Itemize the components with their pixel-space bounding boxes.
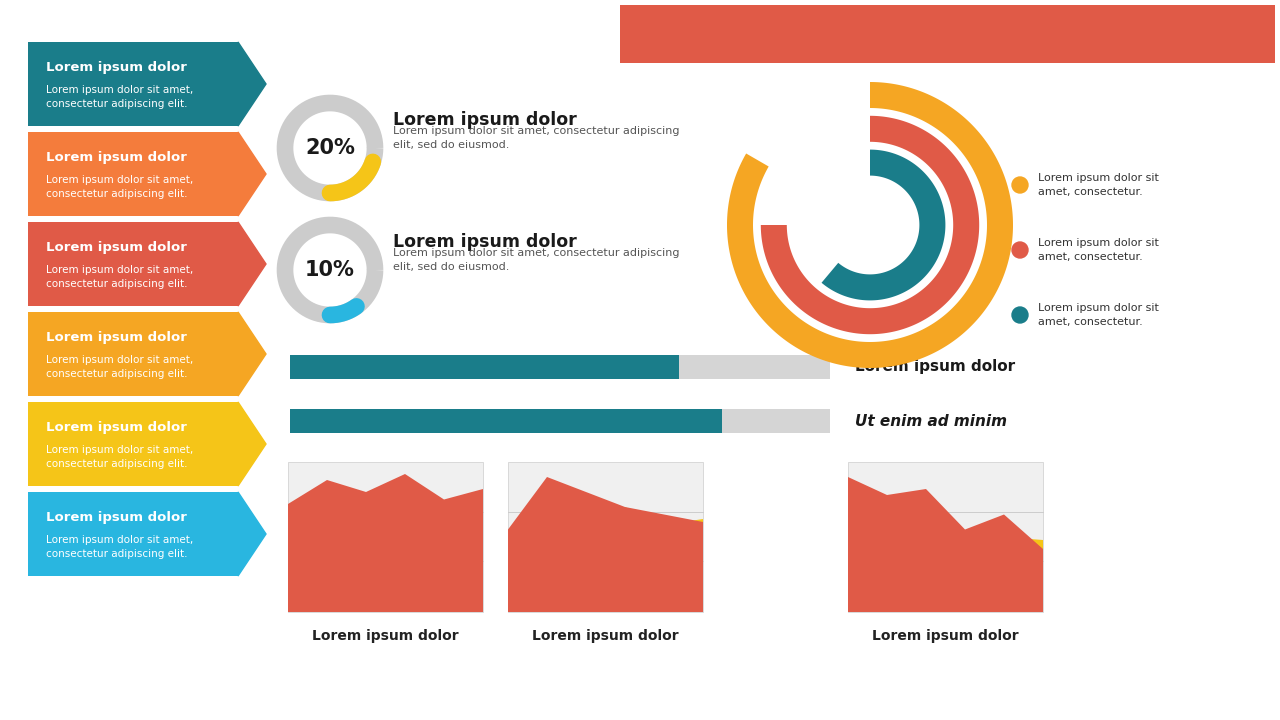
- Polygon shape: [508, 507, 703, 612]
- Bar: [288, 462, 483, 612]
- Text: Lorem ipsum dolor sit
amet, consectetur.: Lorem ipsum dolor sit amet, consectetur.: [1038, 238, 1158, 261]
- Bar: [508, 462, 703, 612]
- Text: Lorem ipsum dolor: Lorem ipsum dolor: [393, 111, 577, 129]
- Text: Lorem ipsum dolor sit amet,
consectetur adipiscing elit.: Lorem ipsum dolor sit amet, consectetur …: [46, 176, 193, 199]
- Polygon shape: [288, 549, 483, 612]
- Polygon shape: [238, 42, 266, 126]
- Polygon shape: [727, 82, 1012, 368]
- Text: Lorem ipsum dolor: Lorem ipsum dolor: [46, 60, 187, 73]
- Polygon shape: [508, 477, 703, 612]
- Text: Lorem ipsum dolor sit amet,
consectetur adipiscing elit.: Lorem ipsum dolor sit amet, consectetur …: [46, 86, 193, 109]
- Text: Lorem ipsum dolor: Lorem ipsum dolor: [872, 629, 1019, 643]
- Circle shape: [1012, 177, 1028, 193]
- Bar: [291, 409, 829, 433]
- Bar: [28, 42, 238, 126]
- Circle shape: [1012, 242, 1028, 258]
- Text: Lorem ipsum dolor: Lorem ipsum dolor: [46, 150, 187, 163]
- Polygon shape: [849, 504, 1043, 612]
- Polygon shape: [849, 477, 1043, 612]
- Bar: [28, 492, 238, 576]
- Bar: [291, 409, 722, 433]
- Polygon shape: [238, 132, 266, 216]
- Text: 10%: 10%: [305, 260, 355, 280]
- FancyBboxPatch shape: [620, 5, 1275, 63]
- Bar: [291, 355, 829, 379]
- Bar: [291, 355, 678, 379]
- Text: Lorem ipsum dolor sit
amet, consectetur.: Lorem ipsum dolor sit amet, consectetur.: [1038, 174, 1158, 197]
- Bar: [28, 312, 238, 396]
- Polygon shape: [760, 116, 979, 334]
- Text: Lorem ipsum dolor: Lorem ipsum dolor: [46, 510, 187, 523]
- Text: Lorem ipsum dolor sit amet,
consectetur adipiscing elit.: Lorem ipsum dolor sit amet, consectetur …: [46, 356, 193, 379]
- Polygon shape: [238, 222, 266, 306]
- Text: Lorem ipsum dolor sit amet,
consectetur adipiscing elit.: Lorem ipsum dolor sit amet, consectetur …: [46, 536, 193, 559]
- Polygon shape: [822, 150, 946, 300]
- Bar: [28, 222, 238, 306]
- Text: Lorem ipsum dolor sit amet, consectetur adipiscing
elit, sed do eiusmod.: Lorem ipsum dolor sit amet, consectetur …: [393, 248, 680, 272]
- Polygon shape: [238, 402, 266, 486]
- Polygon shape: [849, 537, 1043, 612]
- Text: Lorem ipsum dolor: Lorem ipsum dolor: [46, 330, 187, 343]
- Text: Lorem ipsum dolor: Lorem ipsum dolor: [393, 233, 577, 251]
- Text: Lorem ipsum dolor: Lorem ipsum dolor: [532, 629, 678, 643]
- Polygon shape: [238, 312, 266, 396]
- Polygon shape: [238, 492, 266, 576]
- Bar: [28, 402, 238, 486]
- Text: Ut enim ad minim: Ut enim ad minim: [855, 413, 1007, 428]
- Text: Lorem ipsum dolor: Lorem ipsum dolor: [312, 629, 458, 643]
- Polygon shape: [508, 544, 703, 612]
- Polygon shape: [288, 515, 483, 612]
- Text: 20%: 20%: [305, 138, 355, 158]
- Polygon shape: [288, 474, 483, 612]
- Text: Lorem ipsum dolor sit
amet, consectetur.: Lorem ipsum dolor sit amet, consectetur.: [1038, 303, 1158, 327]
- Text: Chart Infographics: Chart Infographics: [762, 16, 1134, 54]
- Text: Lorem ipsum dolor sit amet,
consectetur adipiscing elit.: Lorem ipsum dolor sit amet, consectetur …: [46, 446, 193, 469]
- Text: Lorem ipsum dolor: Lorem ipsum dolor: [855, 359, 1015, 374]
- Bar: [28, 132, 238, 216]
- Text: Lorem ipsum dolor sit amet, consectetur adipiscing
elit, sed do eiusmod.: Lorem ipsum dolor sit amet, consectetur …: [393, 126, 680, 150]
- Text: Lorem ipsum dolor: Lorem ipsum dolor: [46, 420, 187, 433]
- Bar: [849, 462, 1043, 612]
- Text: Lorem ipsum dolor: Lorem ipsum dolor: [46, 240, 187, 253]
- Circle shape: [1012, 307, 1028, 323]
- Text: Lorem ipsum dolor sit amet,
consectetur adipiscing elit.: Lorem ipsum dolor sit amet, consectetur …: [46, 266, 193, 289]
